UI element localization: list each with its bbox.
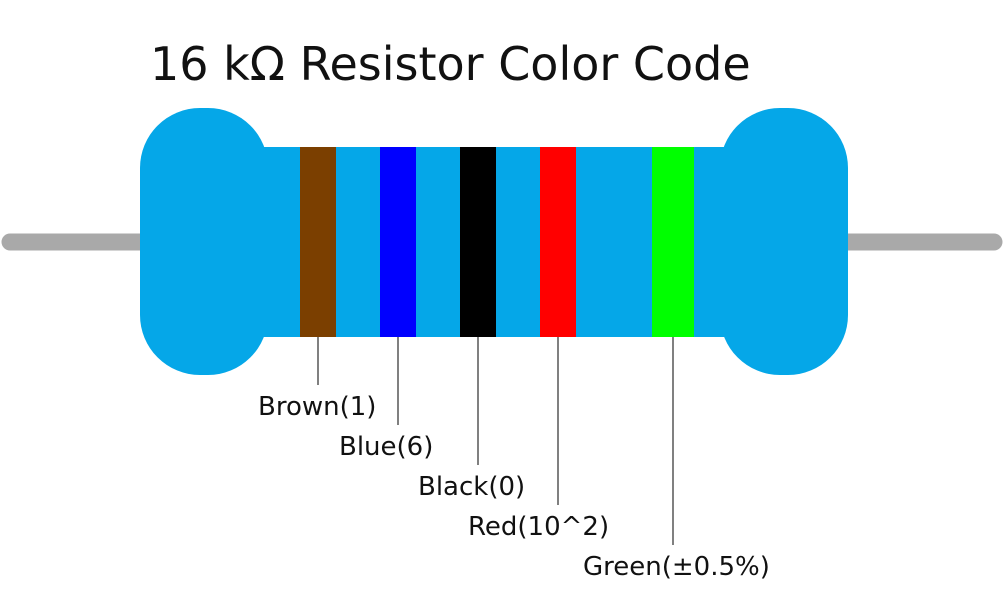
band [380,147,416,337]
band-label: Brown(1) [258,392,376,422]
cap-right [720,108,848,375]
title: 16 kΩ Resistor Color Code [150,37,751,91]
bands: Brown(1) Blue(6) Black(0) Red(10^2) Green(±0… [258,147,770,582]
band [460,147,496,337]
band [540,147,576,337]
band-label: Blue(6) [339,432,433,462]
band [652,147,694,337]
band-label: Green(±0.5%) [583,552,770,582]
band-label: Red(10^2) [468,512,609,542]
band [300,147,336,337]
band-label: Black(0) [418,472,525,502]
cap-left [140,108,268,375]
